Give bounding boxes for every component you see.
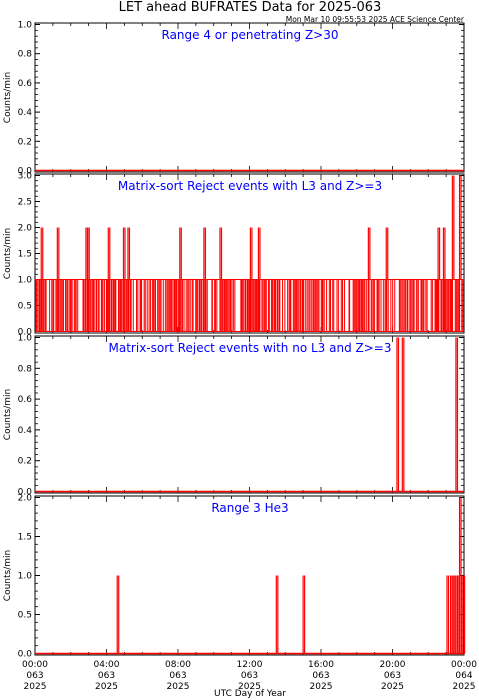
x-tick-year: 2025 [24, 682, 47, 692]
panel-title: Matrix-sort Reject events with no L3 and… [109, 341, 392, 355]
panel-frame [34, 335, 465, 494]
x-tick-doy: 063 [98, 671, 115, 681]
x-tick-doy: 063 [169, 671, 186, 681]
y-axis-label: Counts/min [3, 228, 13, 279]
panel-frame [34, 495, 465, 656]
generation-timestamp: Mon Mar 10 09:55:53 2025 ACE Science Cen… [286, 15, 465, 24]
panel-4: 0.0 0.5 1.0 1.5 2.0 Counts/min Range 3 He3 [3, 494, 466, 660]
x-tick-time: 20:00 [380, 660, 406, 670]
y-tick-label: 0.0 [18, 328, 33, 338]
y-tick-label: 2.0 [18, 224, 33, 234]
x-tick-year: 2025 [381, 682, 404, 692]
y-tick-label: 2.5 [18, 198, 32, 208]
y-tick-label: 1.5 [18, 533, 32, 543]
panel-2: 0.0 0.5 1.0 1.5 2.0 2.5 3.0 Counts/min Matrix-so… [3, 172, 465, 338]
y-tick-label: 0.5 [18, 302, 32, 312]
series-line [35, 497, 466, 655]
y-tick-label: 0.6 [18, 79, 33, 89]
x-tick-time: 08:00 [165, 660, 191, 670]
x-tick-year: 2025 [238, 682, 261, 692]
y-tick-label: 1.0 [18, 21, 33, 31]
x-tick-year: 2025 [310, 682, 333, 692]
x-tick-time: 00:00 [22, 660, 48, 670]
x-tick-year: 2025 [167, 682, 190, 692]
x-axis: 00:00063202504:00063202508:00063202512:0… [22, 660, 477, 692]
y-tick-label: 0.5 [18, 611, 32, 621]
y-tick-label: 1.5 [18, 250, 32, 260]
y-tick-label: 0.8 [18, 50, 33, 60]
series-line [35, 175, 464, 332]
y-tick-label: 1.0 [18, 334, 33, 344]
y-tick-label: 1.0 [18, 572, 33, 582]
y-tick-label: 0.2 [18, 457, 32, 467]
x-tick-doy: 063 [26, 671, 43, 681]
y-tick-label: 1.0 [18, 276, 33, 286]
y-tick-label: 0.8 [18, 364, 33, 374]
y-axis-label: Counts/min [3, 389, 13, 440]
y-axis-label: Counts/min [3, 72, 13, 123]
series-line [35, 337, 464, 493]
y-tick-label: 0.4 [18, 426, 33, 436]
x-tick-doy: 063 [384, 671, 401, 681]
y-tick-label: 2.0 [18, 494, 33, 504]
x-tick-doy: 063 [241, 671, 258, 681]
x-tick-time: 16:00 [308, 660, 334, 670]
panel-3: 0.0 0.2 0.4 0.6 0.8 1.0 Counts/min Matrix-sort … [3, 334, 465, 498]
panel-title: Range 3 He3 [211, 501, 288, 515]
panel-title: Matrix-sort Reject events with L3 and Z>… [118, 179, 382, 193]
y-axis-label: Counts/min [3, 550, 13, 601]
x-tick-time: 00:00 [451, 660, 477, 670]
x-tick-doy: 064 [455, 671, 472, 681]
x-tick-year: 2025 [453, 682, 476, 692]
panel-frame [34, 22, 465, 173]
panel-title: Range 4 or penetrating Z>30 [162, 28, 339, 42]
x-tick-time: 04:00 [94, 660, 120, 670]
y-tick-label: 0.4 [18, 108, 33, 118]
x-tick-time: 12:00 [237, 660, 263, 670]
panel-1: 0.0 0.2 0.4 0.6 0.8 1.0 Counts/min Range 4 or p… [3, 21, 465, 177]
y-tick-label: 0.0 [18, 488, 33, 498]
y-tick-label: 0.0 [18, 650, 33, 660]
y-tick-label: 0.0 [18, 167, 33, 177]
figure-title: LET ahead BUFRATES Data for 2025-063 [119, 0, 382, 15]
panels-group: 0.0 0.2 0.4 0.6 0.8 1.0 Counts/min Range 4 or p… [3, 21, 466, 660]
y-tick-label: 0.6 [18, 395, 33, 405]
x-axis-label: UTC Day of Year [214, 689, 286, 699]
x-tick-doy: 063 [312, 671, 329, 681]
x-tick-year: 2025 [95, 682, 118, 692]
y-tick-label: 0.2 [18, 137, 32, 147]
y-tick-label: 3.0 [18, 172, 33, 182]
